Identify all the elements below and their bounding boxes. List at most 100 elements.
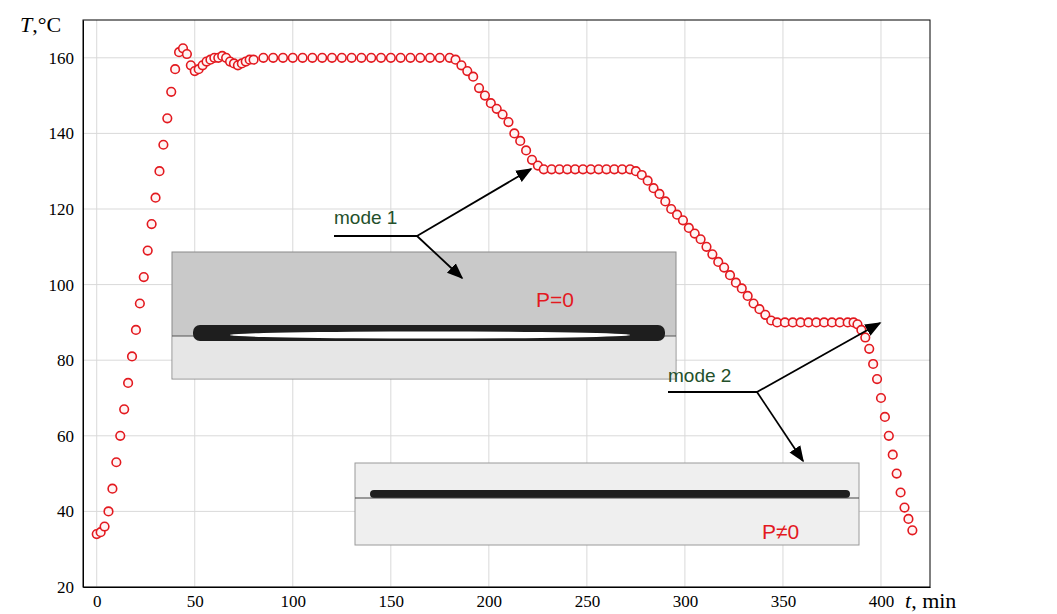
axis-line bbox=[84, 587, 931, 588]
tick: 160 bbox=[49, 49, 84, 68]
data-point bbox=[132, 326, 141, 335]
data-point bbox=[726, 271, 735, 280]
annotation: mode 2 bbox=[668, 365, 731, 386]
inset-film bbox=[193, 325, 665, 341]
annotation-arrow bbox=[417, 236, 462, 278]
data-point bbox=[475, 84, 484, 93]
axis-title: t, min bbox=[905, 588, 956, 613]
tick: 100 bbox=[49, 276, 84, 295]
data-point bbox=[120, 405, 129, 414]
data-point bbox=[720, 263, 729, 272]
data-point bbox=[885, 432, 894, 441]
inset-image bbox=[172, 252, 676, 379]
data-point bbox=[426, 54, 435, 63]
inset-substrate bbox=[173, 336, 676, 379]
data-point bbox=[279, 54, 288, 63]
data-point bbox=[516, 137, 525, 146]
data-point bbox=[183, 50, 192, 59]
tick: 40 bbox=[57, 502, 83, 521]
data-point bbox=[436, 54, 445, 63]
data-point bbox=[510, 129, 519, 138]
data-point bbox=[655, 190, 664, 199]
inset-background bbox=[355, 463, 859, 545]
data-point bbox=[892, 469, 901, 478]
tick: 100 bbox=[281, 587, 307, 611]
data-point bbox=[159, 140, 168, 149]
plot: 0501001502002503003504002040608010012014… bbox=[49, 20, 931, 611]
tick-label: 140 bbox=[49, 124, 75, 143]
data-point bbox=[288, 54, 297, 63]
tick-label: 100 bbox=[49, 276, 75, 295]
data-point bbox=[139, 273, 148, 282]
data-point bbox=[869, 360, 878, 369]
data-point bbox=[163, 114, 172, 123]
grid bbox=[83, 20, 930, 587]
tick-label: 50 bbox=[187, 592, 204, 611]
grid-line bbox=[83, 209, 930, 210]
tick-label: 350 bbox=[771, 592, 797, 611]
inset-line bbox=[355, 497, 859, 498]
data-point bbox=[469, 72, 478, 81]
data-point bbox=[904, 515, 913, 524]
data-point bbox=[908, 526, 917, 535]
data-point bbox=[416, 54, 425, 63]
tick-label: 100 bbox=[281, 592, 307, 611]
tick: 150 bbox=[379, 587, 405, 611]
annotation: mode 1 bbox=[334, 207, 397, 228]
data-point bbox=[888, 450, 897, 459]
data-point bbox=[128, 352, 137, 361]
plot-frame bbox=[83, 20, 930, 587]
data-point bbox=[147, 220, 156, 229]
data-point bbox=[112, 458, 121, 467]
data-point bbox=[498, 110, 507, 119]
annotation-underline bbox=[668, 391, 757, 393]
data-point bbox=[743, 292, 752, 301]
tick: 120 bbox=[49, 200, 84, 219]
axis-title: T,°C bbox=[20, 12, 61, 37]
data-point bbox=[318, 54, 327, 63]
tick: 50 bbox=[187, 587, 204, 611]
tick: 400 bbox=[869, 587, 895, 611]
data-point bbox=[481, 91, 490, 100]
data-point bbox=[877, 394, 886, 403]
data-point bbox=[377, 54, 386, 63]
tick-label: 160 bbox=[49, 49, 75, 68]
data-point bbox=[338, 54, 347, 63]
tick: 300 bbox=[673, 587, 699, 611]
inset-film bbox=[370, 490, 850, 498]
data-point bbox=[171, 65, 180, 74]
chart: 0501001502002503003504002040608010012014… bbox=[0, 0, 1057, 614]
data-point bbox=[328, 54, 337, 63]
axis-line bbox=[83, 21, 84, 588]
annotation: P≠0 bbox=[762, 520, 799, 543]
tick-label: 20 bbox=[57, 578, 74, 597]
annotation-arrow bbox=[757, 392, 803, 461]
data-point bbox=[396, 54, 405, 63]
data-point bbox=[406, 54, 415, 63]
inset-image bbox=[355, 463, 859, 545]
grid-line bbox=[880, 20, 881, 587]
tick: 20 bbox=[57, 578, 83, 597]
tick-label: 150 bbox=[379, 592, 405, 611]
grid-line bbox=[83, 133, 930, 134]
data-point bbox=[387, 54, 396, 63]
data-point bbox=[151, 193, 160, 202]
data-point bbox=[708, 250, 717, 259]
tick: 140 bbox=[49, 124, 84, 143]
grid-line bbox=[83, 435, 930, 436]
data-point bbox=[679, 216, 688, 225]
tick: 60 bbox=[57, 427, 83, 446]
inset-images bbox=[172, 252, 859, 545]
tick: 0 bbox=[93, 587, 102, 611]
data-point bbox=[167, 88, 176, 97]
tick: 200 bbox=[477, 587, 503, 611]
data-point bbox=[661, 197, 670, 206]
data-point bbox=[143, 246, 152, 255]
data-point bbox=[136, 299, 145, 308]
data-point bbox=[298, 54, 307, 63]
data-point bbox=[108, 484, 117, 493]
data-point bbox=[900, 503, 909, 512]
tick-label: 40 bbox=[57, 502, 74, 521]
data-point bbox=[357, 54, 366, 63]
data-point bbox=[116, 432, 125, 441]
